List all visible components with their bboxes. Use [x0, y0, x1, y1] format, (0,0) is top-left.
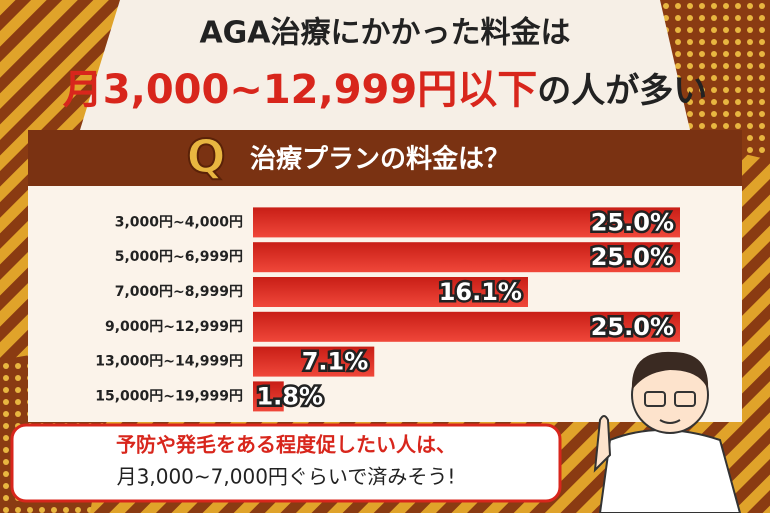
bar — [253, 207, 680, 238]
category-label: 13,000円~14,999円 — [95, 354, 243, 370]
bar — [253, 381, 284, 412]
doctor — [593, 351, 742, 514]
value-label: 25.0% — [591, 313, 674, 341]
title: AGA治療にかかった料金は — [199, 16, 570, 51]
value-label: 25.0% — [591, 243, 674, 271]
question: 治療プランの料金は？ — [250, 144, 510, 175]
category-label: 7,000円~8,999円 — [115, 284, 243, 300]
category-label: 15,000円~19,999円 — [95, 388, 243, 404]
bar — [253, 277, 528, 307]
value-label: 1.8% — [256, 382, 323, 410]
question-mark: Q — [186, 130, 225, 184]
question-band — [28, 130, 742, 186]
value-label: 16.1% — [439, 278, 522, 306]
bar — [253, 311, 680, 342]
title-backdrop — [80, 0, 690, 130]
category-label: 9,000円~12,999円 — [105, 319, 243, 335]
callout-text: 月3,000~7,000円ぐらいで済みそう! — [117, 465, 456, 489]
callout-highlight: 予防や発毛をある程度促したい人は、 — [116, 433, 456, 457]
callout-box — [10, 423, 562, 503]
subtitle: 月3,000~12,999円以下の人が多い — [63, 67, 707, 113]
value-label: 25.0% — [591, 208, 674, 236]
bar — [253, 346, 375, 377]
category-label: 3,000円~4,000円 — [115, 214, 243, 230]
bar — [253, 242, 680, 273]
category-label: 5,000円~6,999円 — [115, 249, 243, 265]
value-label: 7.1% — [302, 348, 369, 376]
